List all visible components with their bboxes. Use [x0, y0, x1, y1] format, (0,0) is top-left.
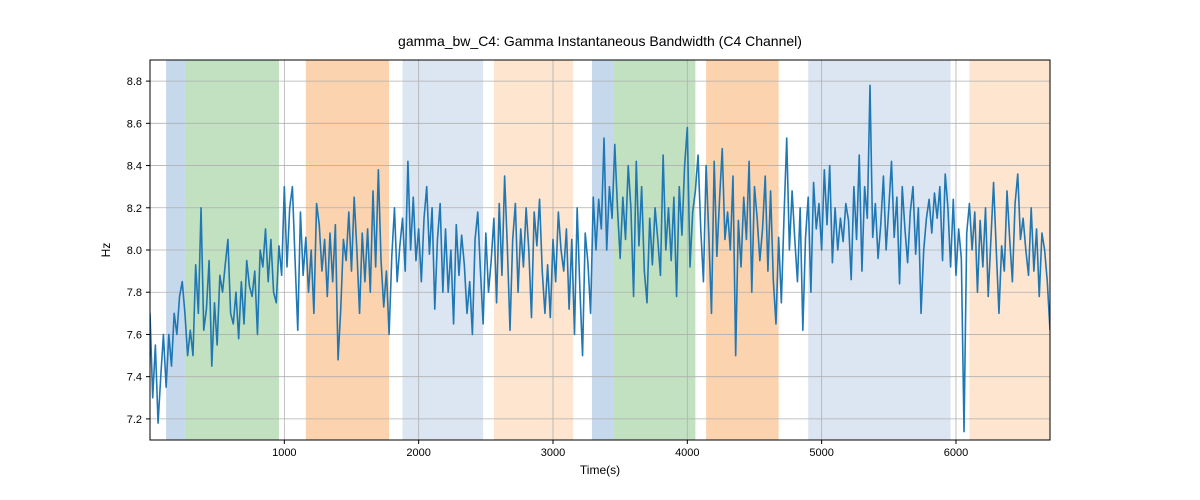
chart-container: 1000 2000 3000 4000 5000 6000 7.2 7.4 7.6 7.8 8.0 8… — [0, 0, 1200, 500]
y-axis-label: Hz — [99, 243, 113, 258]
ytick-label: 7.4 — [127, 372, 142, 384]
ytick-label: 8.0 — [127, 245, 142, 257]
xtick-label: 5000 — [809, 447, 833, 459]
ytick-label: 8.4 — [127, 161, 142, 173]
xtick-label: 2000 — [406, 447, 430, 459]
gamma-bandwidth-chart: 1000 2000 3000 4000 5000 6000 7.2 7.4 7.6 7.8 8.0 8… — [0, 0, 1200, 500]
ytick-label: 7.8 — [127, 287, 142, 299]
chart-title: gamma_bw_C4: Gamma Instantaneous Bandwid… — [398, 33, 802, 49]
ytick-label: 7.6 — [127, 329, 142, 341]
ytick-label: 8.2 — [127, 203, 142, 215]
x-axis-label: Time(s) — [580, 463, 620, 477]
xtick-label: 4000 — [675, 447, 699, 459]
xtick-label: 6000 — [944, 447, 968, 459]
ytick-label: 8.6 — [127, 118, 142, 130]
xtick-label: 3000 — [541, 447, 565, 459]
ytick-label: 7.2 — [127, 414, 142, 426]
ytick-label: 8.8 — [127, 76, 142, 88]
xtick-label: 1000 — [272, 447, 296, 459]
